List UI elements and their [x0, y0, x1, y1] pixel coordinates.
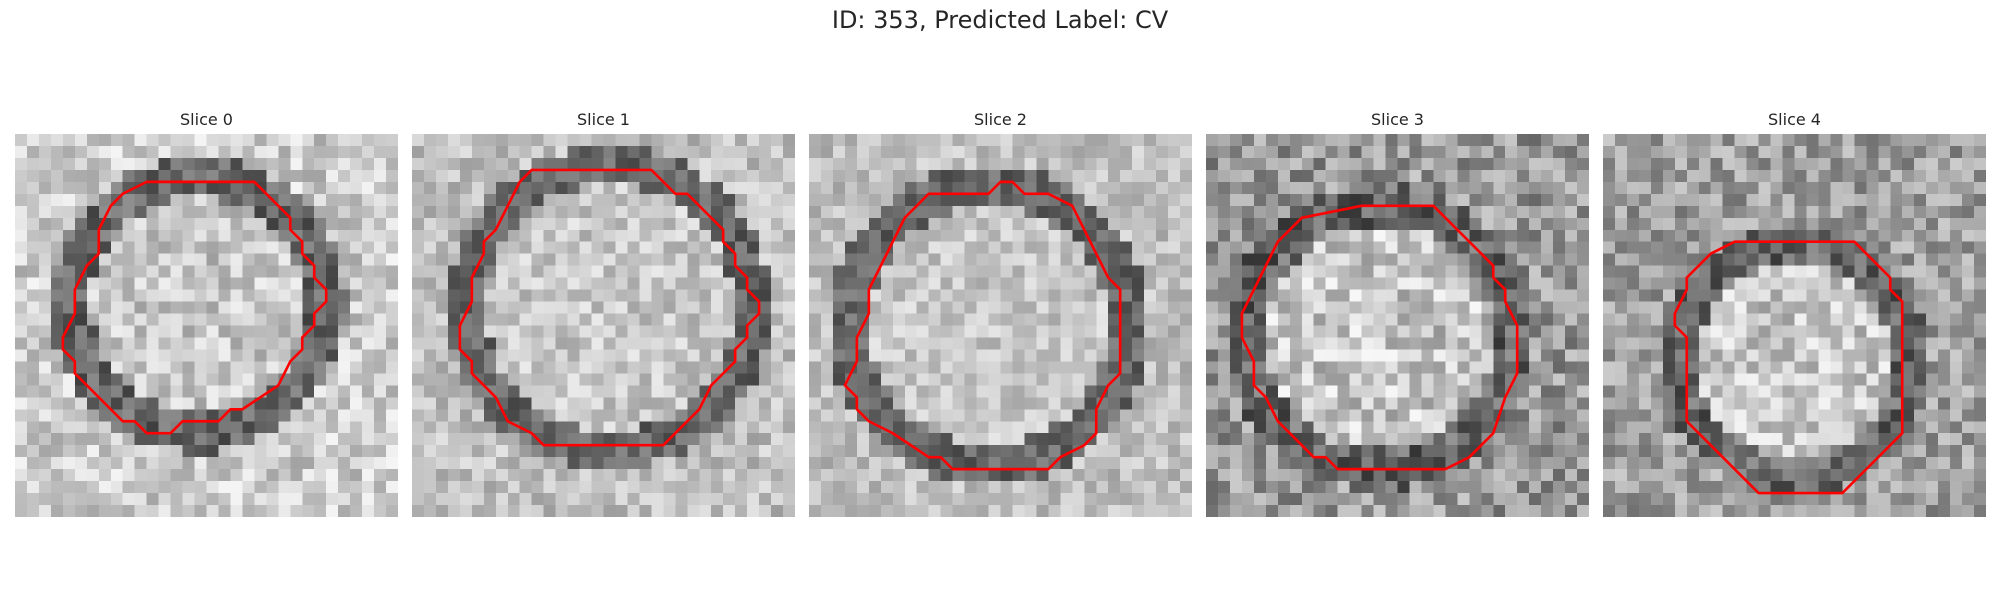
slice-title: Slice 0	[180, 110, 233, 129]
slice-image-0	[15, 134, 398, 517]
slice-image-4	[1603, 134, 1986, 517]
segmentation-contour	[458, 168, 761, 447]
slice-panel-1: Slice 1	[412, 108, 795, 517]
pixel-texture	[809, 134, 1192, 517]
slice-title: Slice 2	[974, 110, 1027, 129]
slice-image-1	[412, 134, 795, 517]
slice-title: Slice 3	[1371, 110, 1424, 129]
figure-title: ID: 353, Predicted Label: CV	[831, 6, 1169, 34]
pixel-texture	[15, 134, 398, 517]
pixel-texture	[412, 134, 795, 517]
slice-image-2	[809, 134, 1192, 517]
segmentation-contour	[843, 180, 1122, 471]
slice-title: Slice 4	[1768, 110, 1821, 129]
segmentation-contour	[1240, 204, 1519, 471]
pixel-texture	[1206, 134, 1589, 517]
slice-image-3	[1206, 134, 1589, 517]
segmentation-contour	[61, 180, 328, 435]
slice-panel-4: Slice 4	[1603, 108, 1986, 517]
slice-panel-3: Slice 3	[1206, 108, 1589, 517]
slice-title: Slice 1	[577, 110, 630, 129]
pixel-texture	[1603, 134, 1986, 517]
slice-panel-2: Slice 2	[809, 108, 1192, 517]
slice-panel-0: Slice 0	[15, 108, 398, 517]
segmentation-contour	[1673, 240, 1904, 495]
